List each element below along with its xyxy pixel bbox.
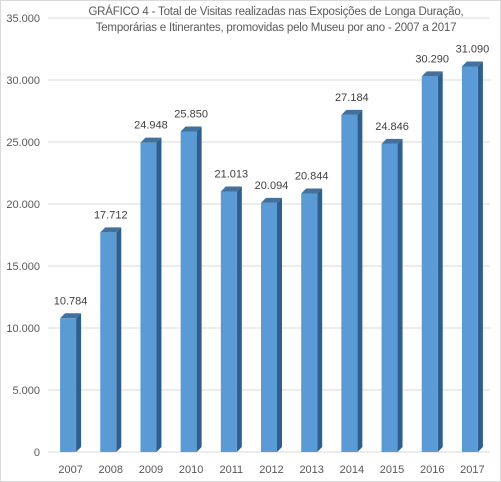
bar-top [301,188,323,194]
x-tick-label: 2011 [219,464,243,476]
bar-side [277,197,282,452]
bar [60,318,77,452]
bar-side [116,227,122,452]
bar-top [421,71,443,77]
bars [60,61,483,453]
bar [421,76,438,453]
x-tick-label: 2009 [139,464,163,476]
data-label: 20.844 [295,171,329,183]
y-tick-label: 10.000 [6,323,40,335]
x-tick-label: 2012 [259,464,283,476]
data-label: 17.712 [94,209,128,221]
bar-side [236,186,242,453]
bar [261,202,277,452]
chart-title: GRÁFICO 4 - Total de Visitas realizadas … [61,4,491,36]
x-tick-label: 2016 [420,464,444,476]
chart-title-line-2: Temporárias e Itinerantes, promovidas pe… [95,22,457,34]
bar [341,114,358,453]
bar-top [341,109,363,115]
x-tick-label: 2015 [380,464,404,476]
bar-top [60,313,82,319]
bar-top [140,137,162,143]
bar [461,66,478,452]
bar-top [220,186,242,192]
bar [381,143,398,452]
data-label: 30.290 [415,53,449,65]
x-tick-label: 2013 [299,464,323,476]
x-tick-label: 2008 [99,464,123,476]
data-label: 27.184 [335,92,369,104]
bar-side [196,126,202,453]
y-tick-label: 0 [34,447,40,459]
bar [220,191,237,453]
data-label: 24.948 [134,120,168,132]
bar-top [381,138,403,144]
bar [180,131,197,452]
bar-side [357,109,363,453]
x-tick-label: 2017 [460,464,484,476]
bar-top [180,126,202,132]
bar-top [261,197,282,203]
bar [100,232,117,452]
y-tick-label: 20.000 [6,199,40,211]
y-tick-label: 15.000 [6,261,40,273]
bar [301,193,318,452]
x-tick-label: 2007 [58,464,82,476]
y-tick-label: 30.000 [6,75,40,87]
x-tick-label: 2010 [179,464,203,476]
bar-side [437,71,443,453]
y-tick-label: 5.000 [12,385,40,397]
data-label: 24.846 [375,121,409,133]
bar-side [477,61,483,452]
bar-side [76,313,82,452]
data-label: 20.094 [255,180,289,192]
data-label: 25.850 [174,108,208,120]
bar-side [397,138,403,452]
data-label: 10.784 [54,295,88,307]
bar-side [317,188,323,452]
bar [140,142,157,452]
data-labels: 10.784 17.712 24.948 25.850 21.013 20.094 20.8… [54,43,489,307]
y-axis: 0 5.000 10.000 15.000 20.000 25.000 30.000 35.0… [6,13,40,459]
bar-top [100,227,122,233]
chart-title-line-1: GRÁFICO 4 - Total de Visitas realizadas … [88,6,464,18]
x-axis: 2007 2008 2009 2010 2011 2012 2013 2014 2015 2016… [58,464,484,476]
bar-top [461,61,483,67]
data-label: 31.090 [456,43,490,55]
y-tick-label: 25.000 [6,137,40,149]
bar-side [156,137,162,452]
y-tick-label: 35.000 [6,13,40,25]
data-label: 21.013 [214,168,248,180]
x-tick-label: 2014 [340,464,364,476]
